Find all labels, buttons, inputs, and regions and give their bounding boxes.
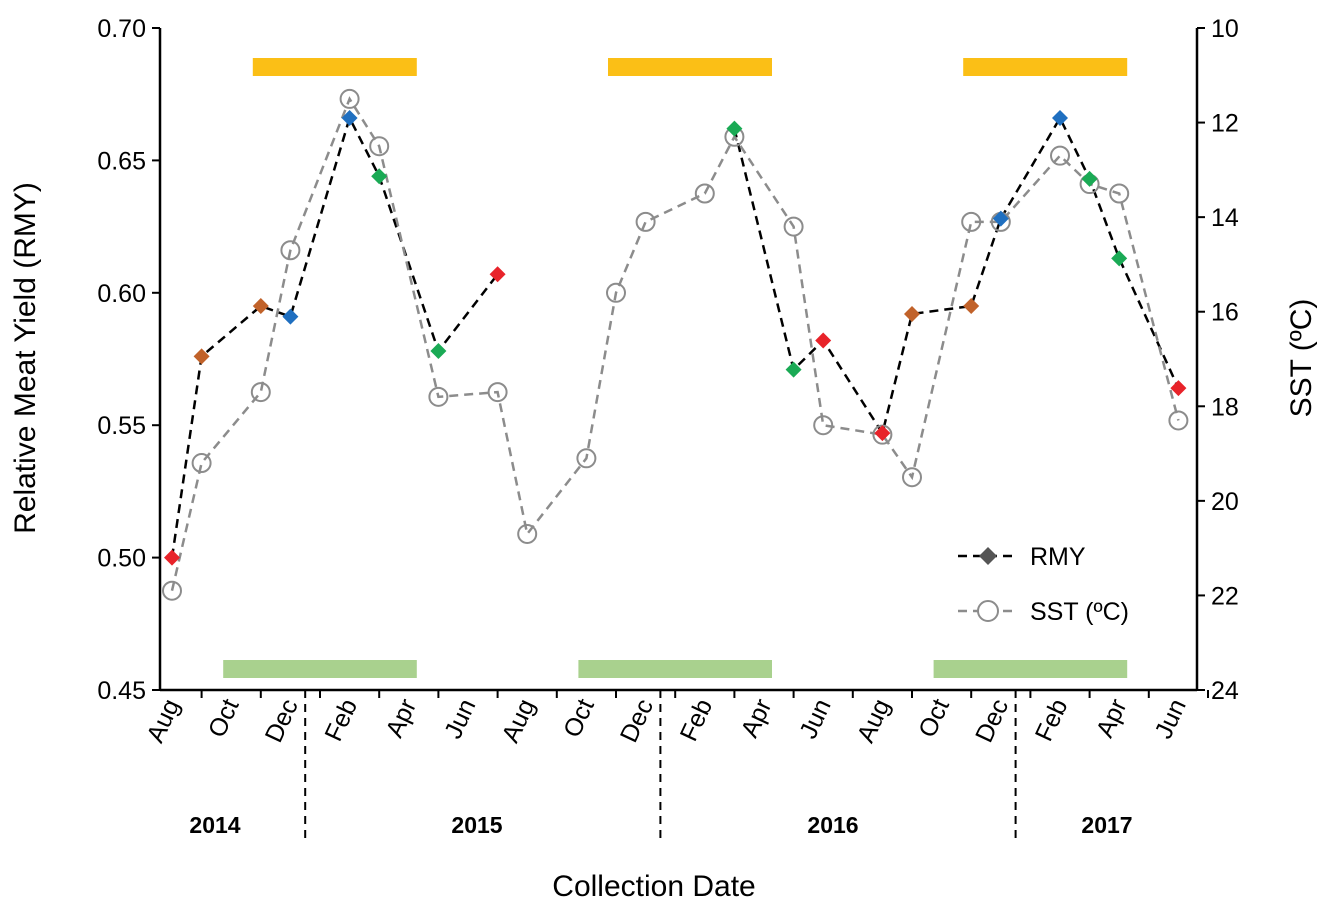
y2-tick-label: 24 bbox=[1211, 677, 1239, 705]
y2-axis-title: SST (ºC) bbox=[1285, 299, 1318, 418]
rmy-point bbox=[963, 298, 980, 315]
sst-point bbox=[606, 282, 626, 303]
rmy-point bbox=[164, 549, 180, 566]
series-lines bbox=[170, 96, 1180, 591]
y2-tick-label: 12 bbox=[1211, 110, 1239, 138]
sst-point bbox=[162, 580, 182, 601]
season-bands bbox=[223, 58, 1128, 678]
season-band-top-2 bbox=[963, 58, 1128, 76]
y2-tick-label: 20 bbox=[1211, 488, 1239, 516]
legend-sst-marker bbox=[977, 600, 999, 622]
rmy-point bbox=[341, 110, 358, 127]
y-tick-label: 0.60 bbox=[97, 280, 146, 308]
legend-rmy-label: RMY bbox=[1030, 543, 1086, 571]
y-tick-label: 0.55 bbox=[97, 412, 146, 440]
x-tick-label: Apr bbox=[1091, 695, 1133, 742]
ticks: 0.45 0.50 0.55 0.60 0.65 0.70 10 12 14 16 18 20 22 24… bbox=[97, 15, 1239, 838]
y-tick-label: 0.50 bbox=[97, 545, 146, 573]
x-tick-label: Apr bbox=[736, 695, 778, 742]
y-tick-label: 0.45 bbox=[97, 677, 146, 705]
rmy-point bbox=[371, 168, 388, 185]
rmy-line bbox=[170, 114, 499, 558]
season-band-bottom-3 bbox=[223, 660, 417, 678]
legend-rmy-marker bbox=[979, 547, 997, 565]
rmy-point bbox=[282, 308, 299, 325]
rmy-point bbox=[252, 298, 269, 315]
x-tick-label: Jun bbox=[1149, 695, 1191, 743]
y-tick-label: 0.65 bbox=[97, 147, 146, 175]
sst-point bbox=[191, 453, 212, 474]
year-label-2017: 2017 bbox=[1081, 812, 1132, 838]
x-axis-title: Collection Date bbox=[552, 870, 755, 902]
rmy-point bbox=[815, 332, 832, 349]
sst-point bbox=[428, 386, 449, 407]
x-tick-label: Aug bbox=[852, 695, 896, 747]
x-tick-label: Feb bbox=[675, 695, 719, 746]
season-band-bottom-4 bbox=[578, 660, 772, 678]
y2-tick-label: 16 bbox=[1211, 299, 1239, 327]
year-label-2016: 2016 bbox=[807, 812, 858, 838]
rmy-point bbox=[1052, 110, 1068, 127]
season-band-top-0 bbox=[252, 58, 417, 76]
rmy-point bbox=[726, 120, 743, 137]
sst-point bbox=[250, 382, 271, 403]
y-axis-title: Relative Meat Yield (RMY) bbox=[9, 182, 42, 534]
y-tick-label: 0.70 bbox=[97, 15, 146, 43]
x-tick-label: Dec bbox=[615, 695, 659, 747]
x-tick-label: Aug bbox=[141, 695, 185, 747]
sst-point bbox=[1109, 183, 1130, 204]
rmy-line bbox=[733, 115, 1180, 437]
y2-tick-label: 22 bbox=[1211, 582, 1239, 610]
rmy-point bbox=[992, 210, 1009, 227]
sst-point bbox=[1168, 410, 1189, 431]
y2-tick-label: 10 bbox=[1211, 15, 1239, 43]
legend: RMY SST (ºC) bbox=[958, 543, 1129, 626]
x-tick-label: Jun bbox=[439, 695, 481, 743]
sst-point bbox=[783, 216, 804, 237]
rmy-point bbox=[1111, 250, 1128, 267]
rmy-point bbox=[785, 361, 802, 378]
sst-point bbox=[902, 467, 922, 488]
x-tick-label: Dec bbox=[260, 695, 304, 747]
sst-point bbox=[694, 183, 715, 204]
x-tick-label: Feb bbox=[1030, 695, 1074, 746]
sst-point bbox=[487, 382, 508, 403]
x-tick-label: Oct bbox=[558, 695, 600, 742]
x-tick-label: Aug bbox=[496, 695, 540, 747]
rmy-point bbox=[430, 343, 447, 360]
y2-tick-label: 18 bbox=[1211, 393, 1239, 421]
x-tick-label: Dec bbox=[970, 695, 1014, 747]
sst-line bbox=[170, 96, 1180, 591]
x-tick-label: Jun bbox=[794, 695, 836, 743]
year-label-2015: 2015 bbox=[451, 812, 502, 838]
axes bbox=[158, 28, 1199, 692]
x-tick-label: Feb bbox=[319, 695, 363, 746]
season-band-bottom-5 bbox=[933, 660, 1128, 678]
x-tick-label: Apr bbox=[380, 695, 422, 742]
sst-point bbox=[517, 523, 538, 544]
x-tick-label: Oct bbox=[203, 695, 245, 742]
sst-point bbox=[813, 415, 834, 436]
rmy-point bbox=[1170, 380, 1187, 397]
sst-point bbox=[280, 240, 301, 261]
rmy-point bbox=[1081, 170, 1098, 187]
sst-point bbox=[1050, 145, 1070, 166]
legend-sst-label: SST (ºC) bbox=[1030, 598, 1129, 626]
sst-point bbox=[635, 211, 656, 232]
sst-point bbox=[576, 448, 597, 469]
season-band-top-1 bbox=[608, 58, 772, 76]
year-label-2014: 2014 bbox=[189, 812, 240, 838]
x-tick-label: Oct bbox=[913, 695, 955, 742]
rmy-point bbox=[874, 425, 891, 442]
y2-tick-label: 14 bbox=[1211, 204, 1239, 232]
sst-point bbox=[369, 136, 390, 157]
rmy-point bbox=[193, 348, 210, 365]
rmy-point bbox=[489, 266, 506, 283]
series-markers bbox=[162, 88, 1189, 601]
rmy-point bbox=[904, 305, 920, 322]
sst-point bbox=[339, 88, 360, 109]
sst-point bbox=[961, 211, 982, 232]
